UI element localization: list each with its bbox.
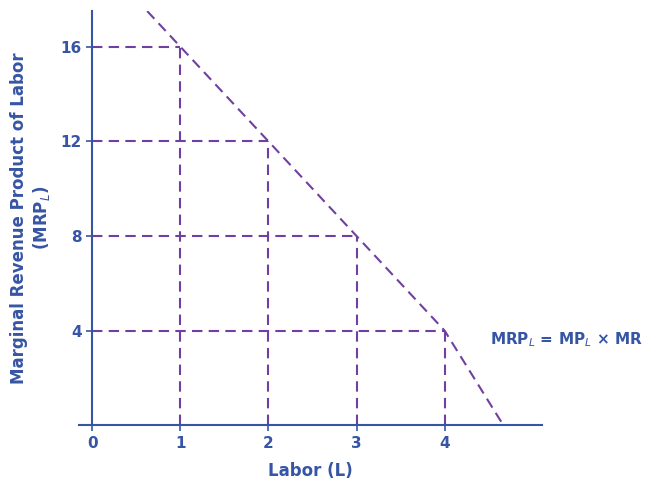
X-axis label: Labor (L): Labor (L)	[268, 462, 353, 480]
Y-axis label: Marginal Revenue Product of Labor
(MRP$_L$): Marginal Revenue Product of Labor (MRP$_…	[10, 53, 52, 384]
Text: MRP$_L$ = MP$_L$ × MR: MRP$_L$ = MP$_L$ × MR	[491, 331, 644, 350]
